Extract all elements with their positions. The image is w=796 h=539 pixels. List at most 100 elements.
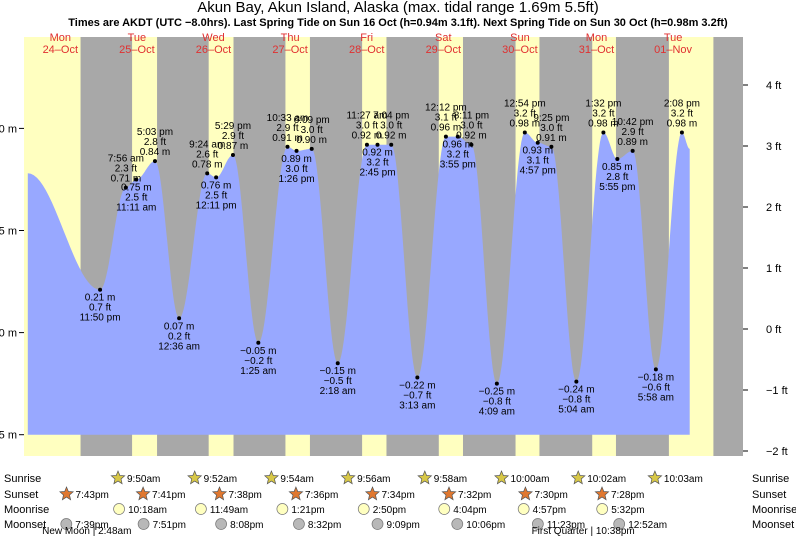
extreme-height-ft: 3.0 ft	[460, 121, 482, 132]
row-label-moonrise: Moonrise	[752, 504, 796, 516]
day-name-label: Sun	[510, 32, 530, 44]
extreme-height-ft: 2.6 ft	[196, 149, 218, 160]
sunset-icon	[441, 486, 457, 501]
sunset-time: 7:32pm	[458, 490, 491, 501]
moonset-icon	[613, 518, 626, 530]
moonrise-time: 10:18am	[128, 505, 167, 516]
moonrise-time: 2:50pm	[373, 505, 406, 516]
sunrise-icon	[647, 470, 663, 485]
extreme-time: 11:11 am	[116, 202, 156, 213]
extreme-point	[679, 130, 684, 135]
extreme-time: 3:13 am	[399, 401, 435, 412]
sun-moon-rows: Sunrise Sunrise Sunset Sunset Moonrise Moonri…	[4, 470, 796, 537]
extreme-height-m: 0.98 m	[667, 118, 698, 129]
extreme-height-ft: 2.9 ft	[622, 127, 644, 138]
extreme-height-ft: −0.6 ft	[642, 382, 670, 393]
extreme-height-m: 0.89 m	[281, 154, 312, 165]
sunrise-icon	[417, 470, 433, 485]
sunset-time: 7:38pm	[229, 490, 262, 501]
moonset-time: 7:39pm	[75, 520, 108, 531]
extreme-point	[205, 171, 210, 176]
sunrise-time: 9:56am	[357, 474, 390, 485]
extreme-height-ft: 3.1 ft	[527, 156, 549, 167]
extreme-point	[443, 134, 448, 139]
extreme-time: 4:09 am	[479, 407, 515, 418]
y-tick-label-m: 0.5 m	[0, 226, 17, 238]
moonrise-icon	[517, 503, 530, 515]
day-name-label: Tue	[664, 32, 683, 44]
y-tick-label-ft: 3 ft	[766, 141, 781, 153]
extreme-point	[549, 144, 554, 149]
extreme-point	[601, 130, 606, 135]
y-tick-label-ft: −1 ft	[766, 385, 788, 397]
extreme-point	[415, 375, 420, 380]
moonrise-time: 4:57pm	[533, 505, 566, 516]
extreme-time: 5:03 pm	[137, 127, 173, 138]
extreme-point	[375, 142, 380, 147]
y-tick-label-m: 1.0 m	[0, 123, 17, 135]
extreme-height-m: 0.92 m	[376, 131, 407, 142]
sunset-icon	[135, 486, 151, 501]
page-title: Akun Bay, Akun Island, Alaska (max. tida…	[197, 0, 599, 16]
extreme-height-m: −0.18 m	[638, 372, 674, 383]
sunrise-time: 9:54am	[280, 474, 313, 485]
row-label-sunset: Sunset	[4, 489, 38, 501]
moonset-time: 7:51pm	[153, 520, 186, 531]
sunset-time: 7:28pm	[611, 490, 644, 501]
moonset-icon	[293, 518, 305, 530]
sunset-time: 7:43pm	[76, 490, 109, 501]
day-date-label: 24–Oct	[43, 44, 78, 56]
extreme-time: 5:58 am	[638, 392, 674, 403]
extreme-point	[653, 367, 658, 372]
sunrise-icon	[494, 470, 510, 485]
extreme-point	[285, 144, 290, 149]
extreme-height-ft: 2.8 ft	[144, 137, 166, 148]
extreme-time: 2:08 pm	[664, 98, 700, 109]
extreme-height-ft: 2.5 ft	[205, 190, 227, 201]
day-date-label: 28–Oct	[349, 44, 384, 56]
extreme-height-m: −0.15 m	[320, 366, 356, 377]
moonrise-time: 11:49am	[210, 505, 248, 516]
day-name-label: Mon	[586, 32, 607, 44]
sunrise-icon	[570, 470, 586, 485]
extreme-point	[335, 361, 340, 366]
day-name-label: Sat	[435, 32, 452, 44]
extreme-height-ft: 0.7 ft	[89, 303, 111, 314]
tide-area	[27, 132, 690, 435]
sunset-icon	[59, 486, 75, 501]
row-label-moonset: Moonset	[752, 519, 794, 531]
moonset-icon	[60, 518, 73, 530]
extreme-time: 10:33 am	[267, 113, 309, 124]
moonrise-time: 4:04pm	[453, 505, 486, 516]
moonrise-time: 5:32pm	[611, 505, 644, 516]
moonrise-time: 1:21pm	[291, 505, 324, 516]
tide-curve	[27, 132, 690, 435]
extreme-time: 2:45 pm	[359, 168, 395, 179]
extreme-height-ft: −0.8 ft	[562, 395, 590, 406]
moonrise-icon	[596, 503, 609, 515]
sunset-icon	[517, 486, 533, 501]
extreme-time: 12:36 am	[158, 341, 200, 352]
sunrise-icon	[263, 470, 279, 485]
extreme-height-m: 0.93 m	[522, 146, 553, 157]
moonset-icon	[451, 518, 464, 530]
extreme-height-ft: −0.2 ft	[244, 356, 272, 367]
extreme-height-m: 0.92 m	[362, 148, 393, 159]
extreme-time: 8:11 pm	[454, 111, 489, 122]
sunset-time: 7:36pm	[305, 490, 338, 501]
extreme-height-m: −0.22 m	[399, 381, 435, 392]
extreme-height-m: 0.21 m	[85, 293, 116, 304]
extreme-time: 2:18 am	[320, 386, 356, 397]
sunset-icon	[594, 486, 610, 501]
extreme-height-ft: 3.2 ft	[366, 158, 388, 169]
moonset-icon	[215, 518, 227, 530]
page-subtitle: Times are AKDT (UTC −8.0hrs). Last Sprin…	[68, 17, 728, 29]
extreme-height-m: 0.92 m	[456, 131, 487, 142]
extreme-height-m: −0.24 m	[558, 385, 594, 396]
sunset-time: 7:41pm	[152, 490, 185, 501]
extreme-height-m: −0.05 m	[240, 346, 276, 357]
extreme-height-ft: 0.2 ft	[168, 331, 190, 342]
moonrise-icon	[357, 503, 370, 515]
